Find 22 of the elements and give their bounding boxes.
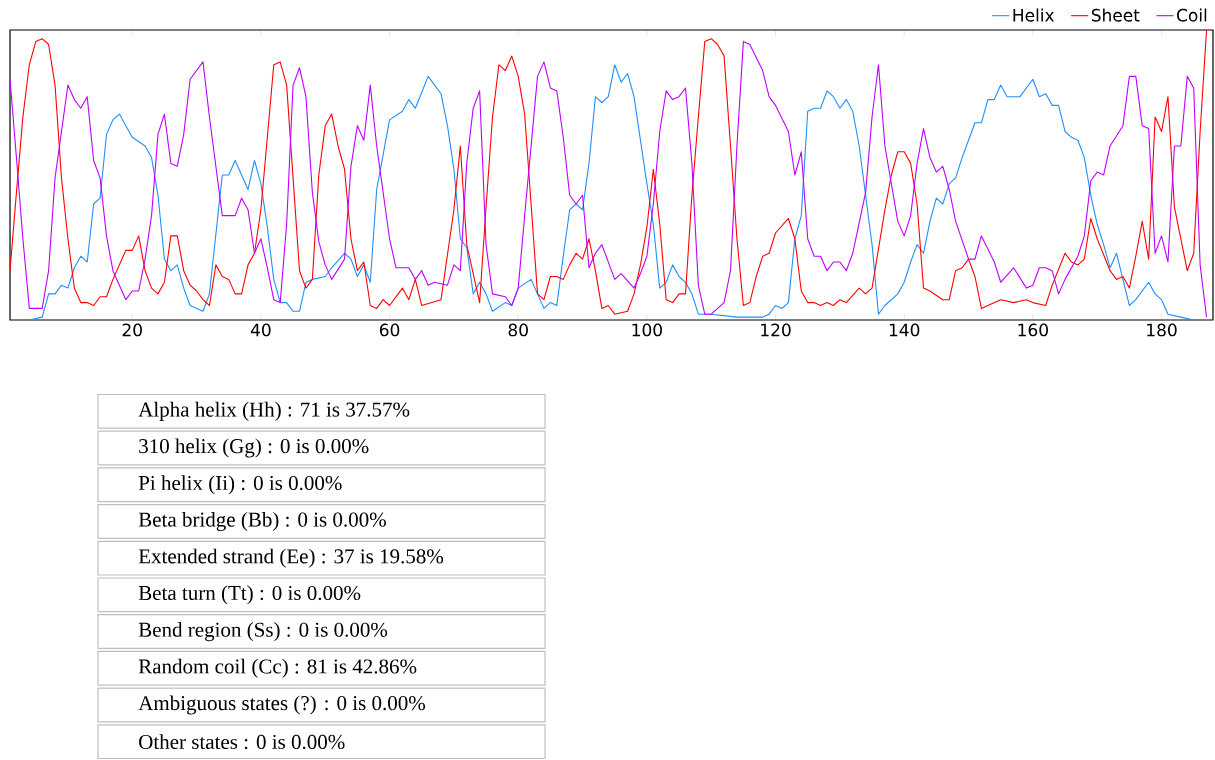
text: Ambiguous states (?) : 0 is 0.00% [138,695,426,715]
legend-label: Sheet [1091,8,1140,22]
x-tick-label: 160 [1018,323,1048,337]
text: Extended strand (Ee) : 37 is 19.58% [138,548,444,568]
text: Pi helix (Ii) : 0 is 0.00% [138,475,342,495]
text: Beta turn (Tt) : 0 is 0.00% [138,585,361,605]
text: Random coil (Cc) : 81 is 42.86% [138,658,417,678]
legend-label: Coil [1177,8,1207,22]
legend-label: Helix [1013,8,1055,22]
text: Bend region (Ss) : 0 is 0.00% [138,622,388,642]
x-tick-label: 120 [761,323,791,337]
text: 310 helix (Gg) : 0 is 0.00% [139,438,369,458]
x-tick-label: 20 [122,323,142,337]
x-tick-label: 180 [1147,323,1177,337]
x-tick-label: 140 [889,323,920,337]
text: Beta bridge (Bb) : 0 is 0.00% [138,511,386,532]
text: Alpha helix (Hh) : 71 is 37.57% [138,401,410,421]
x-tick-label: 40 [250,323,271,337]
text: Other states : 0 is 0.00% [139,734,345,750]
x-tick-label: 80 [508,323,528,337]
x-tick-label: 100 [632,323,662,337]
x-tick-label: 60 [379,323,400,337]
